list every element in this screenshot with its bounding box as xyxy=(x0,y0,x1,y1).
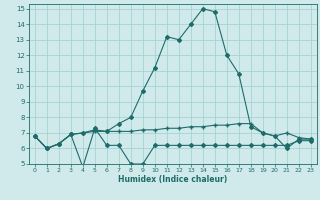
X-axis label: Humidex (Indice chaleur): Humidex (Indice chaleur) xyxy=(118,175,228,184)
